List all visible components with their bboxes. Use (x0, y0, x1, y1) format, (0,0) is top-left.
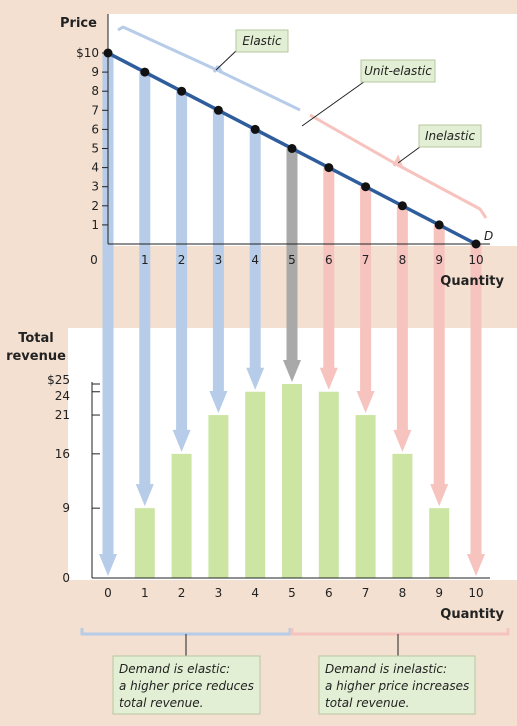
quantity-tick-label-top: 0 (90, 253, 98, 267)
quantity-tick-label-bottom: 8 (399, 586, 407, 600)
revenue-tick-label: 24 (55, 389, 70, 403)
price-tick-label: 3 (91, 180, 99, 194)
elastic-brace (117, 25, 301, 112)
revenue-arrow-q2 (172, 91, 191, 452)
revenue-bar-q2 (171, 453, 192, 578)
price-axis-title: Price (60, 16, 97, 31)
demand-point-q3 (213, 105, 223, 115)
price-tick-label: $10 (76, 46, 99, 60)
demand-point-q2 (177, 86, 187, 96)
demand-point-q4 (250, 124, 260, 134)
quantity-tick-label-top: 2 (178, 253, 186, 267)
revenue-bar-q8 (392, 453, 413, 578)
revenue-tick-label: 16 (55, 447, 70, 461)
revenue-bar-q1 (134, 508, 155, 578)
price-tick-label: 9 (91, 65, 99, 79)
quantity-tick-label-top: 7 (362, 253, 370, 267)
quantity-tick-label-top: 4 (251, 253, 259, 267)
unit-elastic-leader (301, 78, 369, 127)
demand-curve-label: D (484, 229, 493, 243)
revenue-arrow-q9 (430, 224, 449, 507)
quantity-tick-label-bottom: 7 (362, 586, 370, 600)
revenue-arrow-q5 (283, 148, 301, 382)
revenue-arrow-q3 (209, 110, 228, 414)
quantity-tick-label-top: 8 (399, 253, 407, 267)
quantity-tick-label-bottom: 1 (141, 586, 149, 600)
quantity-tick-label-bottom: 2 (178, 586, 186, 600)
quantity-tick-label-top: 5 (288, 253, 296, 267)
revenue-tick-label: $25 (47, 373, 70, 387)
price-tick-label: 7 (91, 103, 99, 117)
revenue-arrow-q0 (99, 53, 117, 576)
inelastic-note-line: a higher price increases (325, 679, 469, 693)
quantity-tick-label-bottom: 0 (104, 586, 112, 600)
price-tick-label: 4 (91, 161, 99, 175)
revenue-bar-q6 (318, 391, 339, 578)
price-tick-label: 8 (91, 84, 99, 98)
revenue-bar-q9 (429, 508, 450, 578)
quantity-tick-label-bottom: 4 (251, 586, 259, 600)
quantity-tick-label-bottom: 9 (435, 586, 443, 600)
demand-point-q8 (397, 201, 407, 211)
revenue-arrow-q10 (467, 244, 485, 576)
elastic-bracket (80, 628, 292, 636)
elastic-note-box (112, 655, 261, 715)
quantity-tick-label-top: 10 (468, 253, 483, 267)
demand-point-q7 (361, 182, 371, 192)
inelastic-box (418, 124, 482, 148)
price-tick-label: 2 (91, 199, 99, 213)
quantity-tick-label-bottom: 10 (468, 586, 483, 600)
demand-point-q5 (287, 144, 297, 153)
revenue-axis-title-line2: revenue (6, 349, 66, 364)
price-tick-label: 1 (91, 218, 99, 232)
revenue-arrow-q1 (135, 72, 154, 507)
quantity-tick-label-bottom: 5 (288, 586, 296, 600)
inelastic-note-box (318, 655, 476, 715)
inelastic-brace (309, 113, 488, 219)
revenue-arrow-q6 (319, 167, 338, 390)
inelastic-note-line: Demand is inelastic: (325, 662, 447, 676)
quantity-tick-label-top: 3 (215, 253, 223, 267)
inelastic-label: Inelastic (425, 129, 476, 143)
unit-elastic-label: Unit-elastic (364, 64, 432, 78)
inelastic-note-line: total revenue. (325, 696, 409, 710)
revenue-bar-q5 (282, 384, 302, 578)
revenue-bar-q3 (208, 415, 229, 578)
elastic-note-line: total revenue. (119, 696, 203, 710)
elastic-leader (215, 49, 238, 71)
inelastic-brace-tip (392, 154, 404, 169)
demand-point-q0 (103, 48, 113, 58)
demand-point-q10 (471, 239, 481, 249)
elastic-box (235, 29, 289, 53)
quantity-tick-label-bottom: 3 (215, 586, 223, 600)
demand-point-q9 (434, 220, 444, 230)
quantity-tick-label-bottom: 6 (325, 586, 333, 600)
revenue-axis-title-line1: Total (18, 331, 54, 346)
revenue-tick-label: 0 (62, 571, 70, 585)
quantity-tick-label-top: 1 (141, 253, 149, 267)
quantity-axis-title-top: Quantity (440, 274, 504, 289)
revenue-arrow-q4 (246, 129, 265, 390)
demand-point-q1 (140, 67, 150, 77)
elastic-label: Elastic (242, 34, 282, 48)
revenue-arrow-q8 (393, 205, 412, 452)
quantity-axis-title-bottom: Quantity (440, 607, 504, 622)
quantity-tick-label-top: 6 (325, 253, 333, 267)
price-tick-label: 5 (91, 142, 99, 156)
unit-elastic-box (360, 59, 436, 83)
revenue-bar-q4 (245, 391, 266, 578)
revenue-arrow-q7 (356, 186, 375, 414)
quantity-tick-label-top: 9 (435, 253, 443, 267)
revenue-tick-label: 9 (62, 501, 70, 515)
inelastic-bracket (290, 628, 510, 636)
revenue-bar-q7 (355, 415, 376, 578)
elastic-note-line: a higher price reduces (119, 679, 254, 693)
revenue-tick-label: 21 (55, 408, 70, 422)
elastic-note-line: Demand is elastic: (119, 662, 230, 676)
price-tick-label: 6 (91, 122, 99, 136)
demand-point-q6 (324, 163, 334, 173)
